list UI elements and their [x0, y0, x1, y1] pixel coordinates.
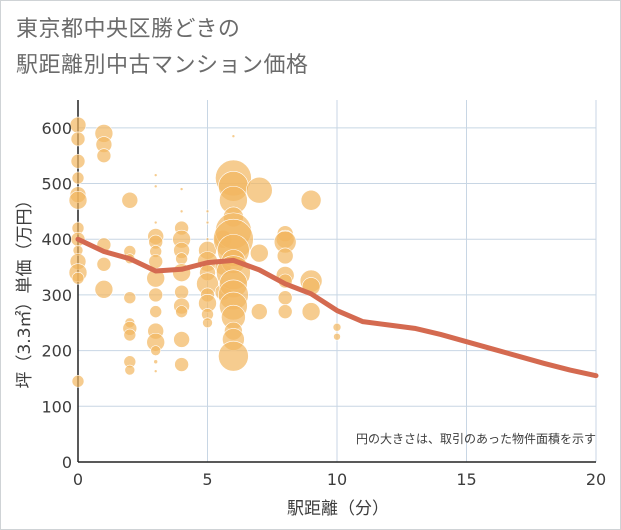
size-note: 円の大きさは、取引のあった物件面積を示す [356, 431, 596, 446]
x-tick-label: 0 [73, 470, 83, 489]
data-bubble [71, 374, 85, 388]
x-tick-label: 5 [202, 470, 212, 489]
y-tick-label: 400 [41, 230, 72, 249]
data-bubble [245, 176, 273, 204]
data-bubble [96, 148, 112, 163]
data-bubble [300, 189, 322, 211]
data-bubble [231, 134, 236, 138]
y-axis-title: 坪（3.3㎡）単価（万円） [15, 191, 35, 388]
data-bubble [332, 322, 342, 332]
data-bubble [123, 328, 137, 342]
y-axis-ticks: 0 100 200 300 400 500 600 [41, 119, 72, 472]
title-line-1: 東京都中央区勝どきの [16, 17, 241, 42]
x-tick-label: 15 [456, 470, 476, 489]
x-axis-ticks: 0 5 10 15 20 [73, 470, 606, 489]
y-tick-label: 500 [41, 175, 72, 194]
data-bubble [153, 220, 158, 225]
data-bubble [121, 191, 139, 209]
data-bubble [277, 290, 293, 306]
data-bubble [149, 305, 162, 318]
data-bubble [249, 243, 269, 263]
data-bubble [175, 252, 188, 266]
chart-title: 東京都中央区勝どきの 駅距離別中古マンション価格 [16, 12, 309, 84]
data-bubble [276, 247, 294, 265]
data-bubble [179, 187, 184, 191]
x-axis-title: 駅距離（分） [287, 499, 389, 519]
data-bubble [175, 305, 188, 318]
data-bubble [123, 291, 137, 305]
data-bubble [205, 209, 210, 214]
data-bubble [70, 153, 86, 169]
data-bubble [69, 116, 87, 134]
data-bubble [218, 340, 249, 372]
data-bubble [250, 303, 268, 320]
data-bubble [70, 131, 86, 147]
data-bubble [148, 287, 163, 303]
data-bubble [94, 280, 114, 299]
y-tick-label: 600 [41, 119, 72, 138]
x-tick-label: 10 [327, 470, 347, 489]
data-bubble [179, 209, 184, 214]
trend-line [75, 236, 599, 379]
data-bubble [202, 317, 213, 329]
data-bubble [301, 302, 321, 321]
data-bubble [153, 359, 158, 365]
data-bubble [174, 357, 189, 372]
data-bubble [205, 237, 210, 242]
data-bubble [71, 271, 85, 285]
y-tick-label: 200 [41, 342, 72, 361]
data-bubble [68, 190, 88, 210]
data-bubble [333, 332, 341, 341]
data-bubble [277, 304, 293, 319]
y-tick-label: 300 [41, 286, 72, 305]
data-bubble [96, 256, 112, 272]
data-bubble [71, 171, 85, 185]
trend-layer [75, 236, 599, 379]
data-bubble [153, 184, 158, 189]
title-line-2: 駅距離別中古マンション価格 [16, 53, 309, 78]
y-tick-label: 100 [41, 397, 72, 416]
data-bubble [205, 220, 210, 225]
data-bubble [174, 284, 189, 300]
data-bubble [153, 369, 158, 374]
y-tick-label: 0 [62, 453, 72, 472]
data-bubble [150, 345, 161, 356]
data-bubble [153, 173, 158, 177]
x-tick-label: 20 [586, 470, 606, 489]
data-bubble [124, 364, 136, 376]
grid [77, 100, 597, 463]
data-bubble [173, 331, 190, 348]
